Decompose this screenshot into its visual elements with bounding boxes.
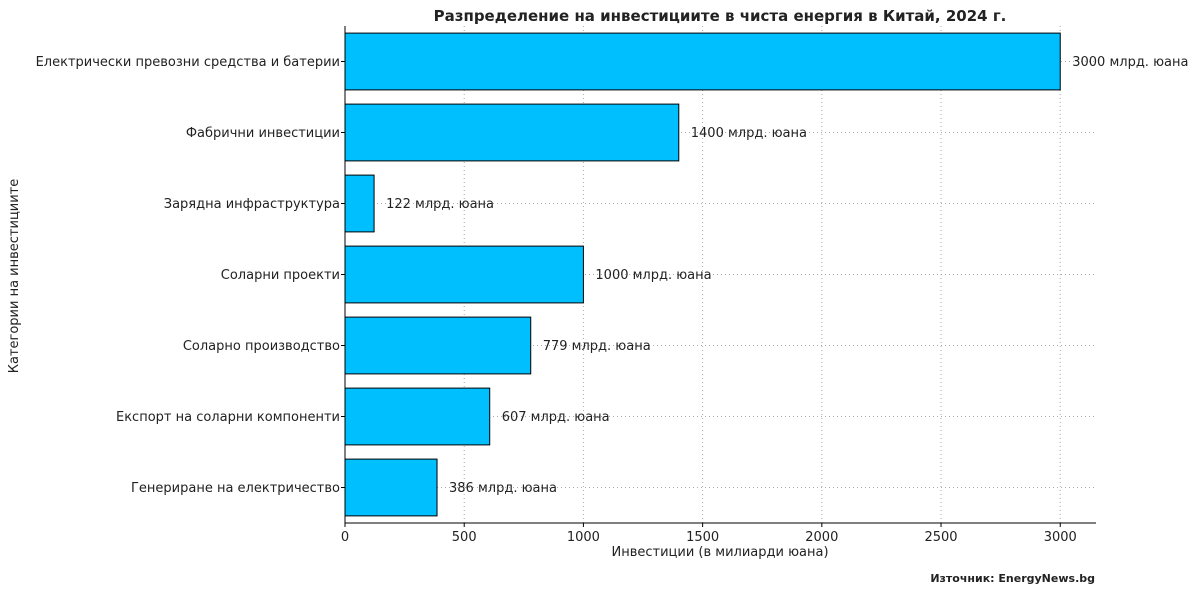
category-label: Генериране на електричество (131, 481, 340, 496)
x-ticks: 0 500 1000 1500 2000 2500 3000 (341, 61, 1077, 545)
category-label: Електрически превозни средства и батерии (36, 55, 340, 70)
x-tick-label: 2000 (805, 530, 838, 545)
data-label: 3000 млрд. юана (1072, 55, 1188, 70)
data-label: 779 млрд. юана (543, 339, 651, 354)
bar (344, 387, 491, 446)
data-label: 607 млрд. юана (502, 410, 610, 425)
y-axis-label: Категории на инвестициите (7, 179, 22, 374)
x-tick-label: 1500 (686, 530, 719, 545)
chart-title: Разпределение на инвестициите в чиста ен… (434, 7, 1007, 25)
x-tick-label: 0 (341, 530, 349, 545)
x-axis-label: Инвестиции (в милиарди юана) (611, 545, 828, 560)
x-tick-label: 3000 (1044, 530, 1077, 545)
bar (344, 458, 438, 517)
x-tick-label: 1000 (567, 530, 600, 545)
category-label: Експорт на соларни компоненти (116, 410, 340, 425)
category-label: Соларни проекти (221, 268, 340, 283)
bar (344, 245, 584, 304)
category-labels: Електрически превозни средства и батерии… (36, 55, 340, 496)
source-note: Източник: EnergyNews.bg (930, 572, 1095, 585)
bar (344, 316, 532, 375)
category-label: Зарядна инфраструктура (164, 197, 340, 212)
x-tick-label: 2500 (924, 530, 957, 545)
data-label: 386 млрд. юана (449, 481, 557, 496)
data-label: 1400 млрд. юана (691, 126, 807, 141)
x-tick-label: 500 (452, 530, 477, 545)
bar (344, 103, 680, 162)
bar (344, 174, 375, 233)
category-label: Соларно производство (183, 339, 340, 354)
data-label: 122 млрд. юана (386, 197, 494, 212)
data-label: 1000 млрд. юана (595, 268, 711, 283)
category-label: Фабрични инвестиции (186, 126, 340, 141)
data-labels: 3000 млрд. юана 1400 млрд. юана 122 млрд. … (386, 55, 1188, 496)
bar (344, 32, 1061, 91)
